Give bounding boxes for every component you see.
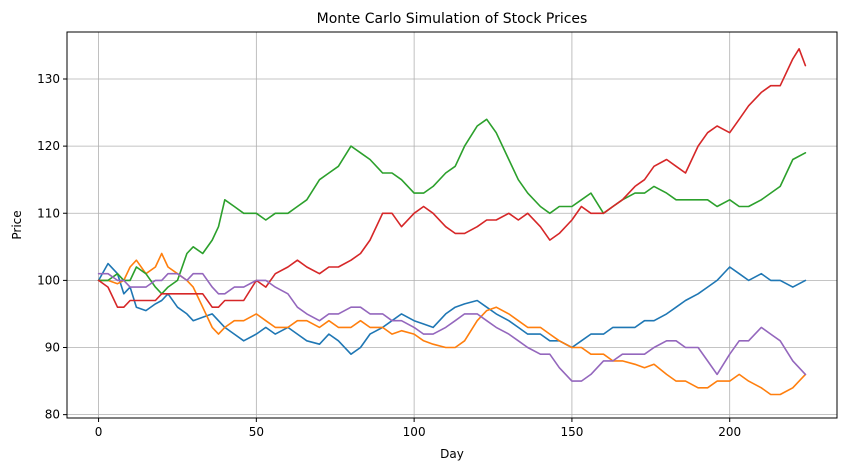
y-tick-label: 90 [45,341,60,355]
series-lines [97,48,807,396]
x-tick-label: 50 [249,425,264,439]
x-tick-label: 150 [560,425,583,439]
y-tick-label: 100 [37,273,60,287]
series-line-3 [97,118,807,295]
y-tick-label: 80 [45,408,60,422]
grid [67,32,837,418]
series-line-4 [97,48,807,308]
y-tick-label: 120 [37,139,60,153]
x-axis: 0 50 100 150 200 [95,418,741,439]
y-axis: 80 90 100 110 120 130 [37,72,67,422]
y-tick-label: 130 [37,72,60,86]
x-axis-label: Day [440,447,464,461]
x-tick-label: 100 [403,425,426,439]
series-line-1 [97,262,807,355]
plot-frame [66,31,838,419]
x-tick-label: 200 [718,425,741,439]
series-line-2 [97,252,807,396]
x-tick-label: 0 [95,425,103,439]
series-line-5 [97,272,807,382]
y-axis-label: Price [10,210,24,239]
chart-title: Monte Carlo Simulation of Stock Prices [317,11,588,27]
y-tick-label: 110 [37,206,60,220]
